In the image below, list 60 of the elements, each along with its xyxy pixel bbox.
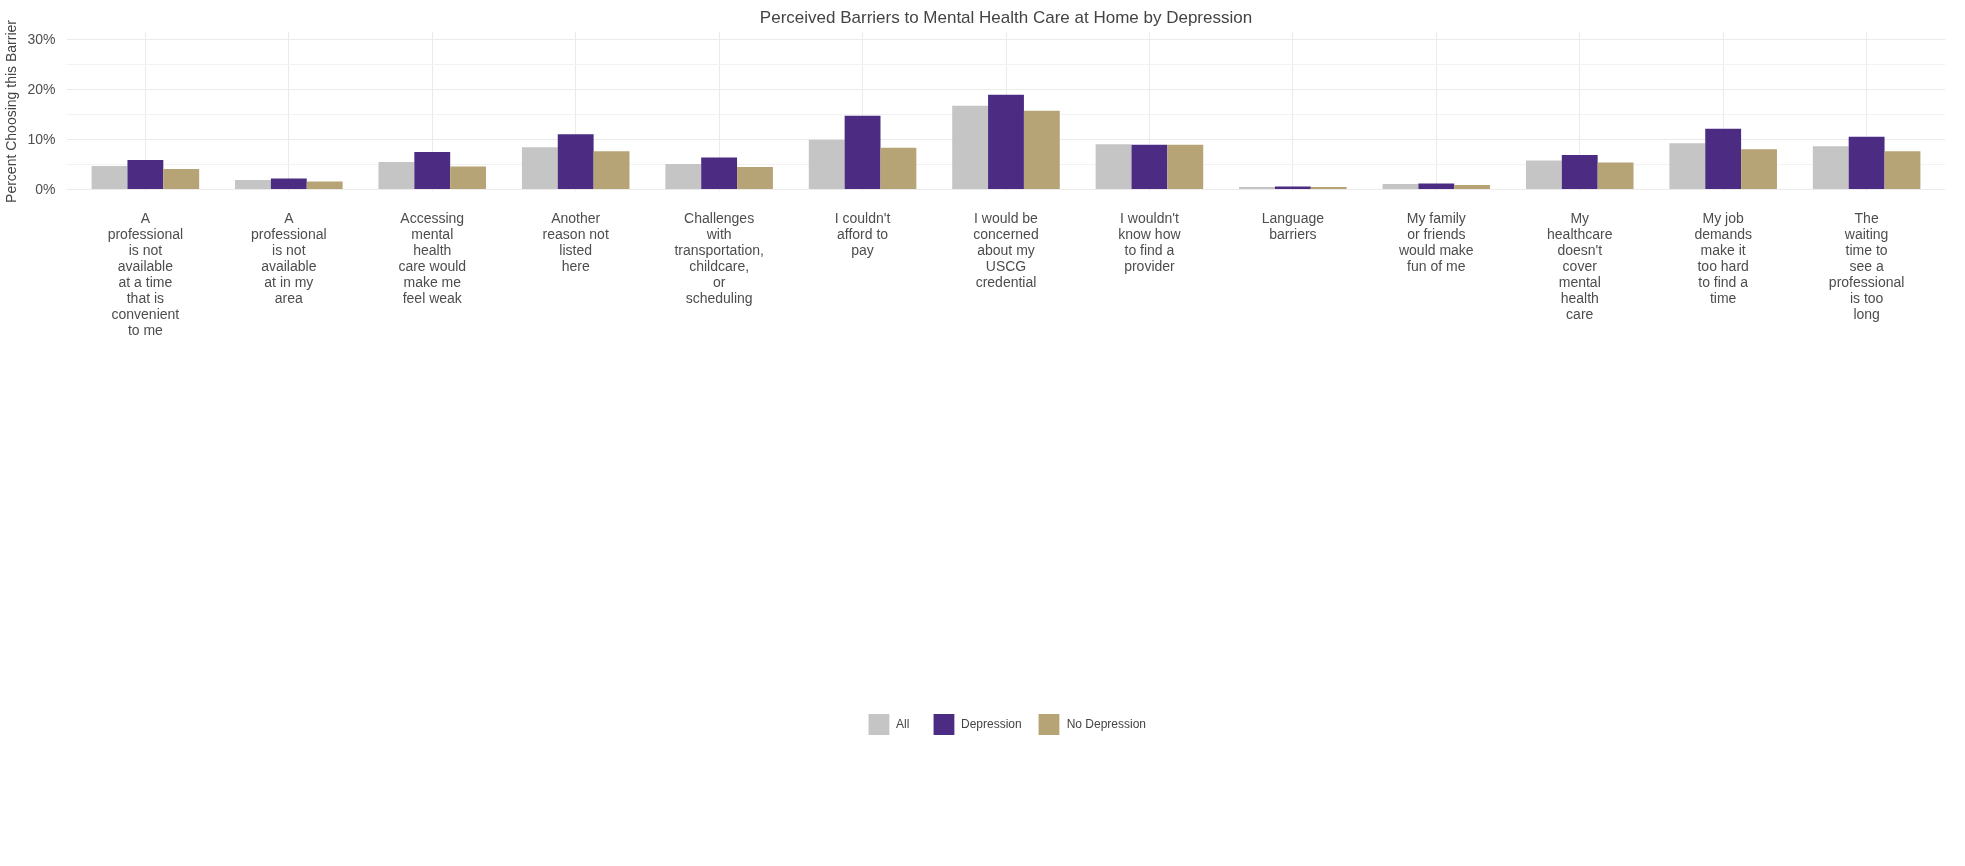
- chart-title: Perceived Barriers to Mental Health Care at Home by Depression: [759, 7, 1253, 27]
- bar: [1310, 187, 1347, 190]
- bar: [414, 152, 451, 190]
- bar: [988, 94, 1024, 190]
- bar: [1812, 146, 1849, 190]
- x-tick-label: My job demands make it too hard to find a time: [1694, 209, 1752, 306]
- bar: [808, 139, 845, 190]
- bar: [1095, 144, 1132, 190]
- bar: [521, 147, 558, 190]
- x-tick-label: A professional is not available at a time that is convenient to me: [107, 209, 184, 338]
- bar: [270, 178, 307, 190]
- bar: [1884, 151, 1921, 190]
- bar: [1167, 144, 1204, 190]
- y-axis-title: Percent Choosing this Barrier: [3, 19, 20, 203]
- bar: [557, 134, 594, 190]
- bar: [306, 181, 343, 190]
- x-tick-label: I wouldn't know how to find a provider: [1118, 209, 1182, 274]
- bar: [665, 164, 702, 190]
- x-tick-label: My family or friends would make fun of me: [1397, 209, 1474, 274]
- bar: [163, 169, 200, 190]
- bar: [1669, 143, 1706, 190]
- bar: [450, 166, 487, 190]
- x-tick-label: Accessing mental health care would make me feel weak: [398, 209, 467, 306]
- x-tick-label: Another reason not listed here: [542, 209, 609, 274]
- bar: [1418, 183, 1455, 190]
- bar: [1023, 110, 1060, 190]
- bar: [1741, 149, 1777, 190]
- legend-label: No Depression: [1066, 716, 1147, 731]
- x-tick-label: My healthcare doesn't cover mental health care: [1547, 209, 1613, 322]
- bar: [593, 151, 630, 190]
- bar: [1597, 162, 1634, 190]
- y-tick-label: 30%: [27, 31, 56, 48]
- bar: [737, 167, 773, 190]
- bar: [1525, 160, 1562, 190]
- bar: [1239, 187, 1275, 190]
- bar: [91, 166, 128, 190]
- bar: [880, 147, 917, 190]
- legend-label: All: [895, 716, 911, 731]
- legend-label: Depression: [960, 716, 1022, 731]
- x-tick-label: The waiting time to see a professional is too long: [1828, 209, 1905, 322]
- x-tick-label: Language barriers: [1261, 209, 1325, 242]
- x-tick-label: I would be concerned about my USCG credential: [973, 209, 1039, 290]
- x-tick-label: Challenges with transportation, childcare, or scheduling: [674, 209, 764, 306]
- y-tick-label: 10%: [27, 131, 56, 148]
- bar: [844, 115, 881, 190]
- y-tick-label: 0%: [35, 181, 56, 198]
- bar: [235, 180, 271, 190]
- bar: [1848, 136, 1885, 190]
- bar: [378, 162, 415, 190]
- x-tick-label: A professional is not available at in my area: [251, 209, 327, 306]
- bar: [952, 105, 989, 190]
- bar: [701, 157, 738, 190]
- bar: [1131, 144, 1168, 190]
- bar: [1705, 128, 1742, 190]
- bar: [1454, 185, 1491, 190]
- bar: [127, 160, 164, 190]
- bar: [1561, 155, 1598, 190]
- x-tick-label: I couldn't afford to pay: [834, 209, 891, 258]
- bar: [1382, 184, 1419, 190]
- y-tick-label: 20%: [27, 81, 56, 98]
